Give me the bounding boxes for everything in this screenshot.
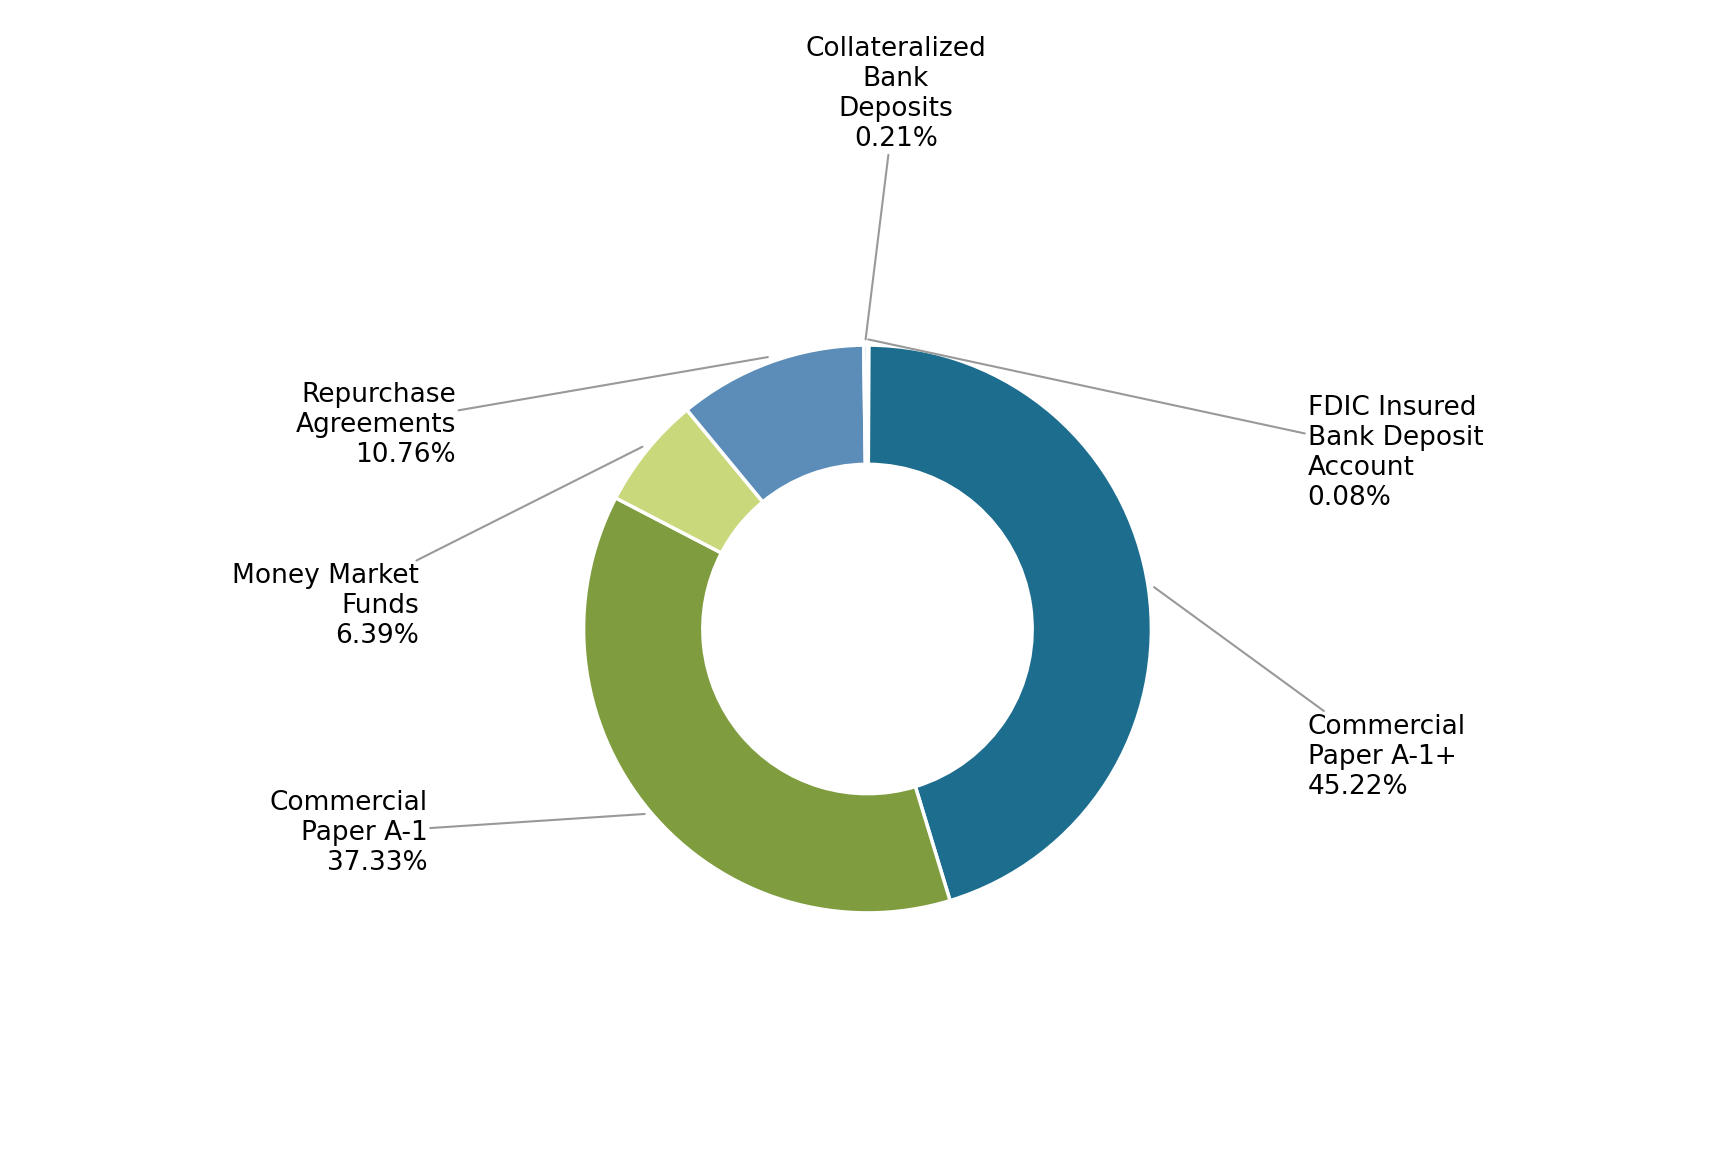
Wedge shape <box>868 345 1152 900</box>
Text: Commercial
Paper A-1+
45.22%: Commercial Paper A-1+ 45.22% <box>1154 587 1466 799</box>
Text: Repurchase
Agreements
10.76%: Repurchase Agreements 10.76% <box>295 358 769 467</box>
Wedge shape <box>616 410 763 553</box>
Text: FDIC Insured
Bank Deposit
Account
0.08%: FDIC Insured Bank Deposit Account 0.08% <box>868 339 1483 511</box>
Text: Collateralized
Bank
Deposits
0.21%: Collateralized Bank Deposits 0.21% <box>805 36 985 339</box>
Wedge shape <box>864 345 868 464</box>
Wedge shape <box>583 498 951 913</box>
Text: Commercial
Paper A-1
37.33%: Commercial Paper A-1 37.33% <box>269 790 645 876</box>
Text: Money Market
Funds
6.39%: Money Market Funds 6.39% <box>232 447 642 649</box>
Wedge shape <box>687 345 866 502</box>
